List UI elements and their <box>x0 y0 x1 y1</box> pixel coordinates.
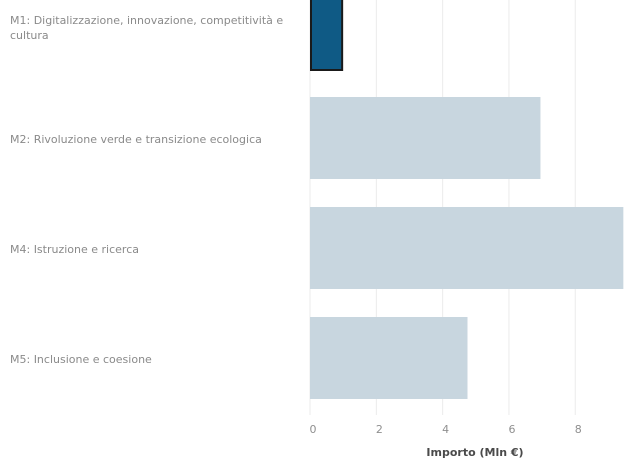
x-tick-label: 6 <box>508 423 515 436</box>
x-tick-label: 4 <box>442 423 449 436</box>
x-tick-label: 0 <box>310 423 317 436</box>
bar-4[interactable] <box>310 317 468 399</box>
x-tick-label: 8 <box>575 423 582 436</box>
category-label-2: M2: Rivoluzione verde e transizione ecol… <box>10 133 262 146</box>
category-label-4: M5: Inclusione e coesione <box>10 353 152 366</box>
category-label-3: M4: Istruzione e ricerca <box>10 243 139 256</box>
bar-1[interactable] <box>310 0 344 71</box>
category-label-1: M1: Digitalizzazione, innovazione, compe… <box>10 14 284 42</box>
x-axis-title: Importo (Mln €) <box>426 446 524 459</box>
bar-2[interactable] <box>310 97 541 179</box>
x-tick-label: 2 <box>376 423 383 436</box>
bar-3[interactable] <box>310 207 624 289</box>
